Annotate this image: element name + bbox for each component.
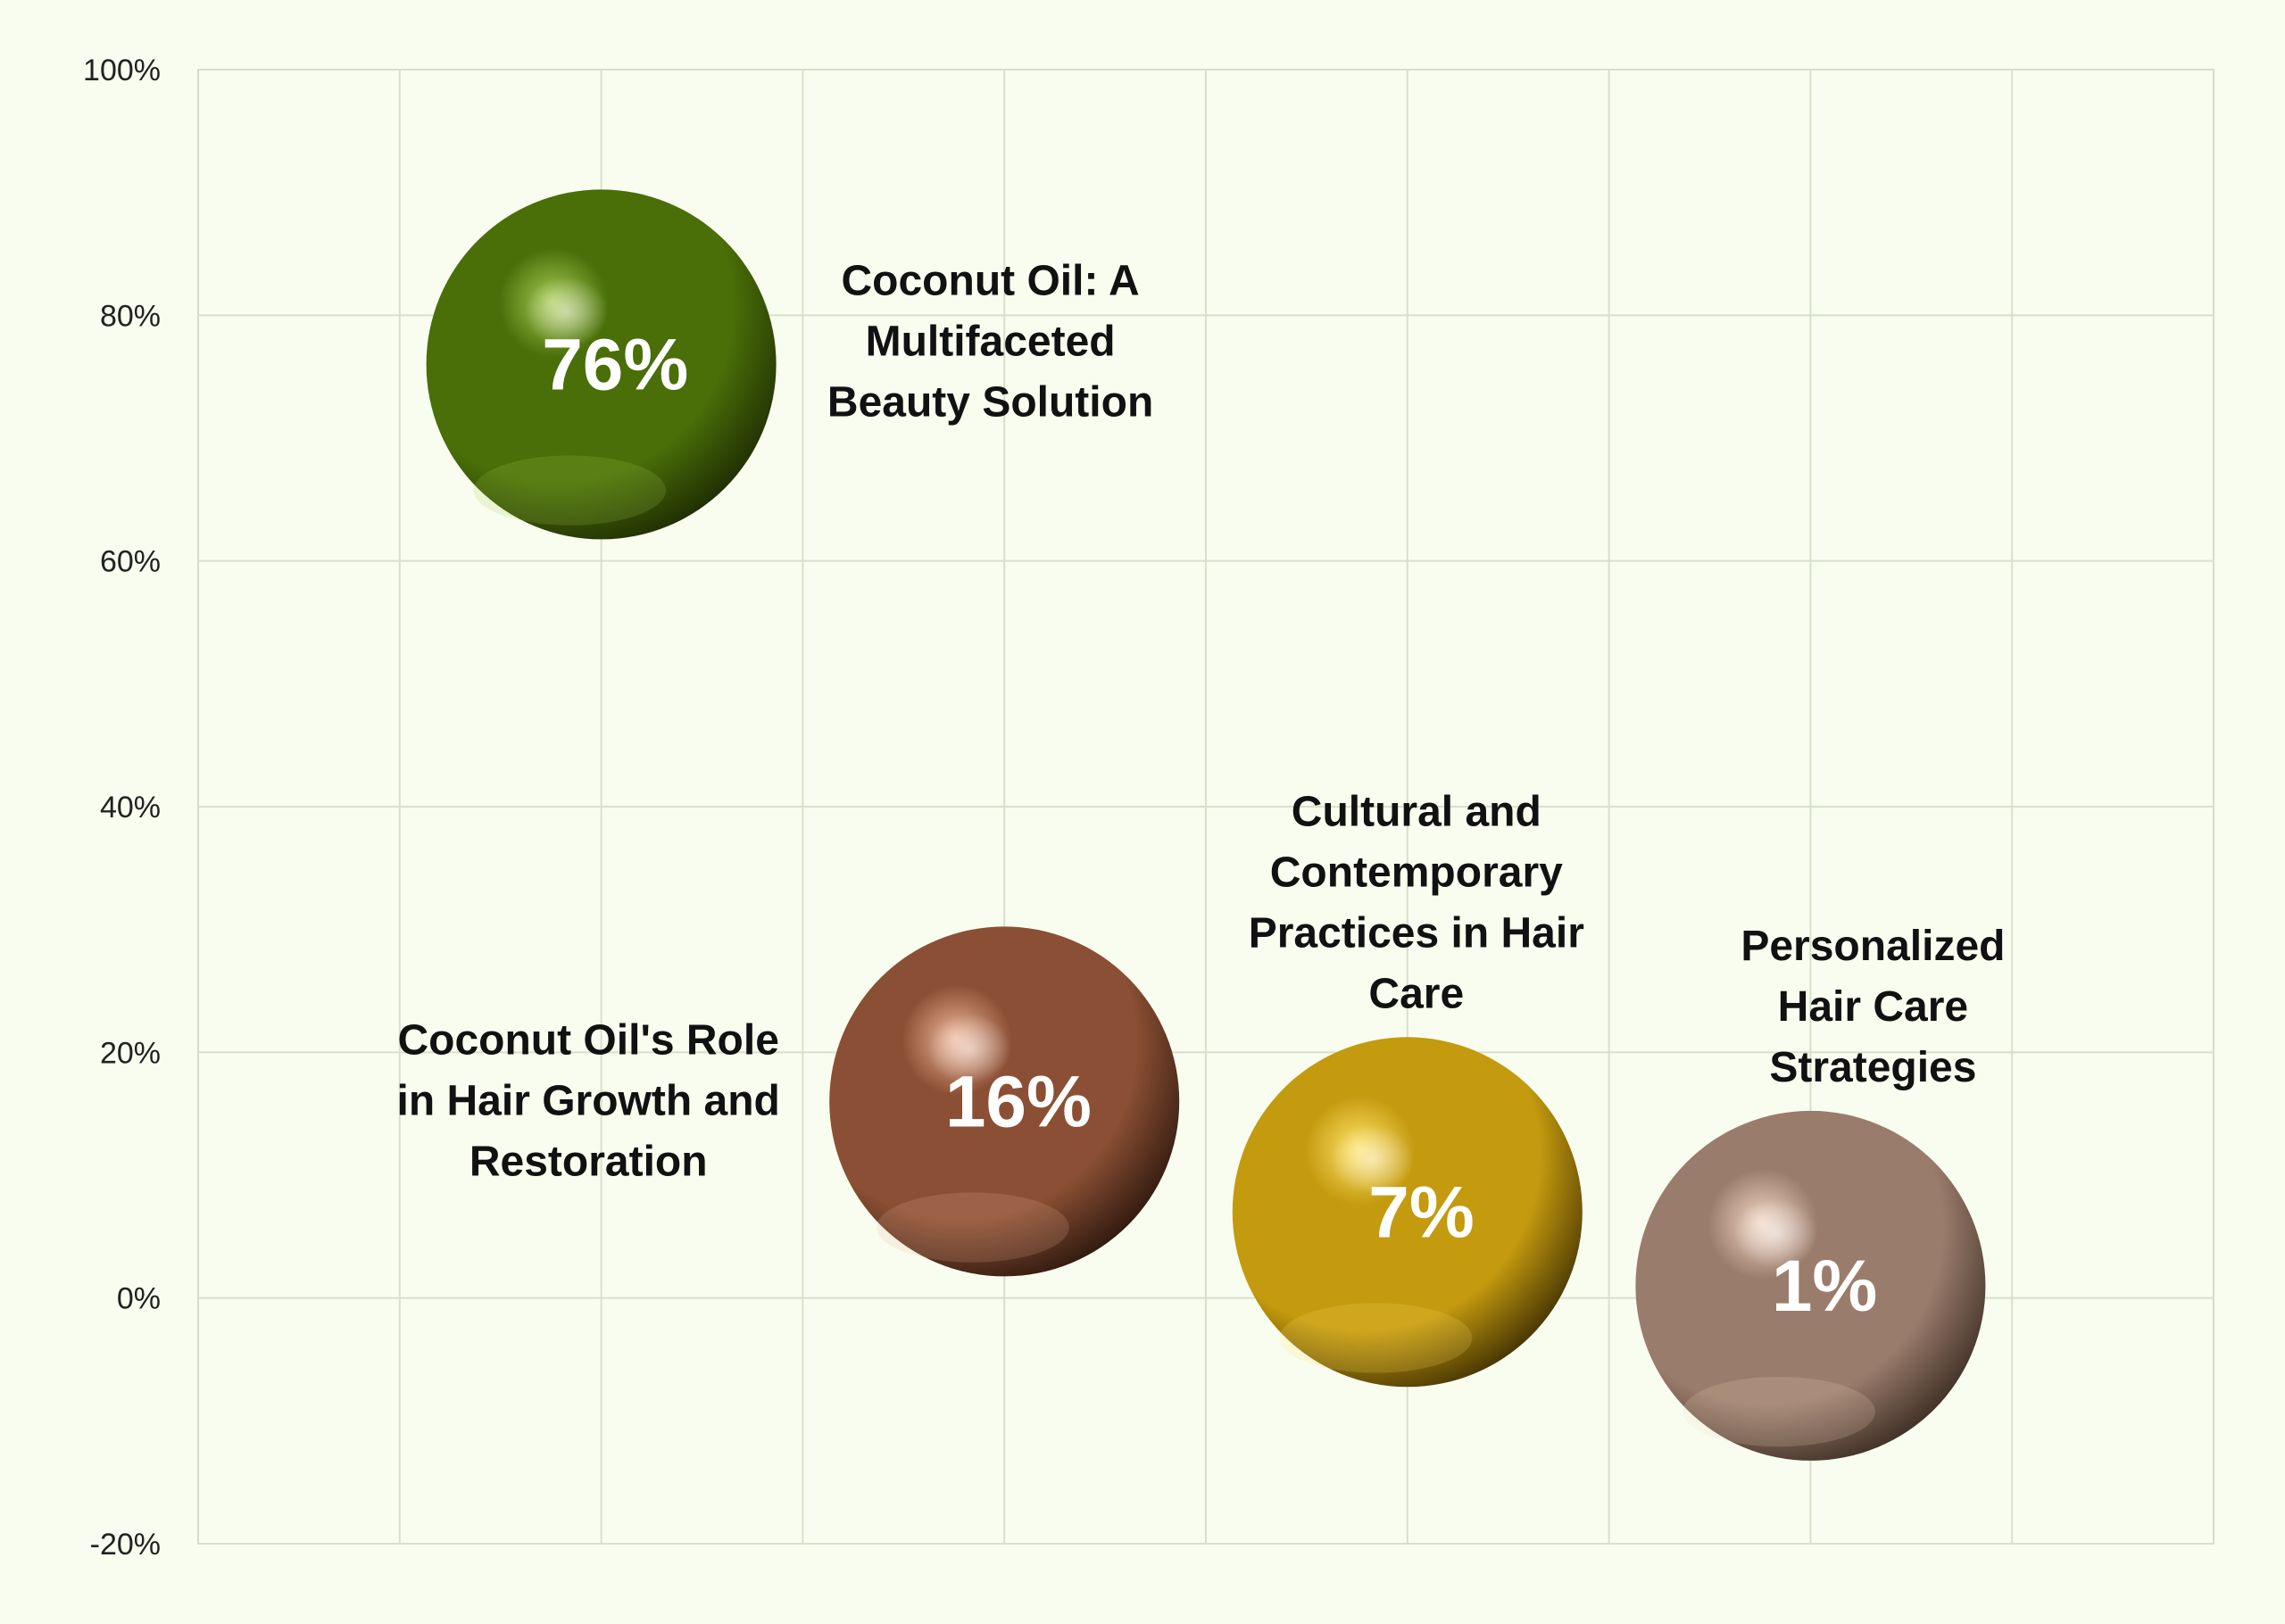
bubble-highlight [926,1014,1012,1084]
bubble-highlight [524,277,609,347]
category-label-line: Care [1368,970,1464,1017]
category-label-line: Practices in Hair [1249,909,1584,957]
bubble-mark [1232,1037,1583,1388]
bubble-reflection [1279,1303,1473,1373]
data-label: 76% [542,324,688,405]
y-axis-ticks: 100% 80% 60% 40% 20% 0% -20% [83,54,161,1562]
category-label-line: Cultural and [1292,788,1541,835]
bubble-reflection [877,1192,1069,1263]
bubble-mark [1635,1110,1986,1461]
bubble-point [829,926,1180,1277]
bubble-point [1232,1037,1583,1388]
category-labels: Coconut Oil: A Multifaceted Beauty Solutio… [397,257,2006,1185]
bubble-point [1635,1110,1986,1461]
category-label-line: Strategies [1769,1044,1976,1091]
category-label: Coconut Oil's Role in Hair Growth and Rest… [397,1016,780,1185]
data-label: 1% [1772,1246,1878,1327]
y-tick-label: 60% [100,545,161,579]
category-label-line: Coconut Oil: A [842,257,1140,304]
bubble-mark [829,926,1180,1277]
y-tick-label: -20% [90,1528,161,1562]
bubble-mark [426,189,777,540]
bubble-highlight [1733,1197,1818,1269]
y-tick-label: 0% [117,1282,161,1316]
category-label-line: Coconut Oil's Role [397,1016,778,1064]
category-label-line: Hair Care [1778,983,1968,1031]
data-label: 16% [945,1061,1092,1142]
category-label-line: Personalized [1741,923,2005,970]
category-label-line: Contemporary [1270,849,1563,896]
y-tick-label: 40% [100,791,161,824]
y-tick-label: 20% [100,1036,161,1070]
bubble-point [426,189,777,540]
data-label: 7% [1368,1172,1475,1253]
bubble-highlight [1330,1124,1415,1195]
grid-lines [198,69,2214,1545]
y-tick-label: 100% [83,54,161,87]
category-label-line: Beauty Solution [827,378,1153,426]
category-label-line: in Hair Growth and [397,1077,780,1124]
category-label: Personalized Hair Care Strategies [1741,923,2005,1091]
category-label: Coconut Oil: A Multifaceted Beauty Solutio… [827,257,1153,426]
category-label-line: Restoration [469,1138,708,1185]
category-label-line: Multifaceted [866,318,1116,365]
category-label: Cultural and Contemporary Practices in Hai… [1249,788,1584,1017]
bubble-reflection [473,455,667,526]
y-tick-label: 80% [100,299,161,333]
bubble-reflection [1683,1376,1875,1447]
bubbles: 76% 16% 7% 1% [426,189,1986,1461]
